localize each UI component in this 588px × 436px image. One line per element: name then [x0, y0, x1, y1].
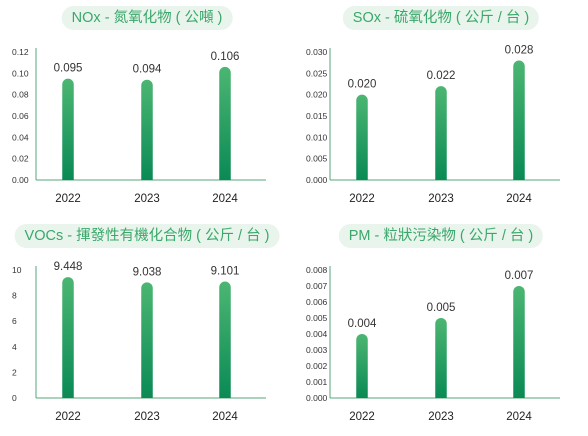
pm-panel: PM - 粒狀污染物 ( 公斤 / 台 ) 0.000 0.001 0.002 0.0…: [294, 218, 588, 436]
y-tick-label: 0.02: [12, 154, 29, 164]
x-category-label: 2024: [506, 193, 532, 205]
bar-value-label: 0.106: [211, 51, 240, 63]
x-category-label: 2024: [212, 411, 238, 423]
y-tick-label: 6: [12, 316, 17, 326]
x-category-label: 2023: [428, 411, 454, 423]
y-tick-label: 0.015: [306, 111, 328, 121]
bar-value-label: 0.028: [505, 45, 534, 57]
bar: [513, 286, 525, 398]
sox-panel: SOx - 硫氧化物 ( 公斤 / 台 ) 0.000 0.005 0.010 0.0…: [294, 0, 588, 218]
y-tick-label: 0.00: [12, 175, 29, 185]
y-tick-label: 0.030: [306, 47, 328, 57]
bar: [435, 86, 447, 180]
sox-chart: 0.000 0.005 0.010 0.015 0.020 0.025 0.030 0.020…: [306, 45, 560, 205]
bar: [141, 282, 153, 398]
nox-panel: NOx - 氮氧化物 ( 公噸 ) 0.00 0.02 0.04 0.06 0.08 0.…: [0, 0, 294, 218]
x-category-label: 2023: [134, 193, 160, 205]
bar-value-label: 0.022: [427, 70, 456, 82]
vocs-panel: VOCs - 揮發性有機化合物 ( 公斤 / 台 ) 0 2 4 6 8 10 9.448 2…: [0, 218, 294, 436]
x-category-label: 2023: [134, 411, 160, 423]
y-tick-label: 8: [12, 291, 17, 301]
chart-title: VOCs - 揮發性有機化合物 ( 公斤 / 台 ): [14, 224, 280, 248]
y-tick-label: 0.001: [306, 377, 328, 387]
x-category-label: 2024: [506, 411, 532, 423]
bar: [219, 281, 231, 398]
chart-title: PM - 粒狀污染物 ( 公斤 / 台 ): [338, 224, 544, 248]
bar-value-label: 9.448: [54, 261, 83, 273]
y-tick-label: 0.004: [306, 329, 328, 339]
y-tick-label: 0.002: [306, 361, 328, 371]
bar-value-label: 9.101: [211, 266, 240, 278]
bar: [62, 277, 74, 398]
bar-value-label: 0.007: [505, 270, 534, 282]
y-tick-label: 0.025: [306, 68, 328, 78]
x-category-label: 2022: [349, 411, 375, 423]
y-tick-label: 0.06: [12, 111, 29, 121]
pm-chart: 0.000 0.001 0.002 0.003 0.004 0.005 0.006 0.007…: [306, 265, 560, 423]
bar: [219, 66, 231, 180]
bar: [513, 60, 525, 180]
y-tick-label: 0.005: [306, 154, 328, 164]
bar: [356, 94, 368, 180]
nox-chart: 0.00 0.02 0.04 0.06 0.08 0.10 0.12 0.095 2022 0.0…: [12, 47, 266, 205]
bar-value-label: 0.004: [348, 318, 377, 330]
y-tick-label: 0.007: [306, 281, 328, 291]
bar: [62, 78, 74, 180]
x-category-label: 2022: [349, 193, 375, 205]
bar-value-label: 0.005: [427, 302, 456, 314]
bar: [141, 79, 153, 180]
y-tick-label: 0.010: [306, 132, 328, 142]
y-tick-label: 2: [12, 367, 17, 377]
y-tick-label: 0.000: [306, 175, 328, 185]
bar: [356, 334, 368, 398]
x-category-label: 2024: [212, 193, 238, 205]
bar-value-label: 0.020: [348, 79, 377, 91]
y-tick-label: 0.10: [12, 68, 29, 78]
bar-value-label: 0.095: [54, 63, 83, 75]
y-tick-label: 0: [12, 393, 17, 403]
y-tick-label: 0.008: [306, 265, 328, 275]
chart-title: NOx - 氮氧化物 ( 公噸 ): [61, 6, 233, 30]
bar-value-label: 9.038: [133, 266, 162, 278]
y-tick-label: 0.006: [306, 297, 328, 307]
y-tick-label: 0.020: [306, 90, 328, 100]
y-tick-label: 0.08: [12, 90, 29, 100]
y-tick-label: 0.005: [306, 313, 328, 323]
vocs-chart: 0 2 4 6 8 10 9.448 2022 9.038 2023 9.101 2024: [12, 261, 266, 423]
chart-title: SOx - 硫氧化物 ( 公斤 / 台 ): [342, 6, 540, 30]
x-category-label: 2023: [428, 193, 454, 205]
y-tick-label: 4: [12, 342, 17, 352]
y-tick-label: 0.12: [12, 47, 29, 57]
y-tick-label: 0.04: [12, 132, 29, 142]
bar-value-label: 0.094: [133, 64, 162, 76]
x-category-label: 2022: [55, 411, 81, 423]
y-tick-label: 10: [12, 265, 22, 275]
x-category-label: 2022: [55, 193, 81, 205]
y-tick-label: 0.003: [306, 345, 328, 355]
bar: [435, 318, 447, 398]
y-tick-label: 0.000: [306, 393, 328, 403]
